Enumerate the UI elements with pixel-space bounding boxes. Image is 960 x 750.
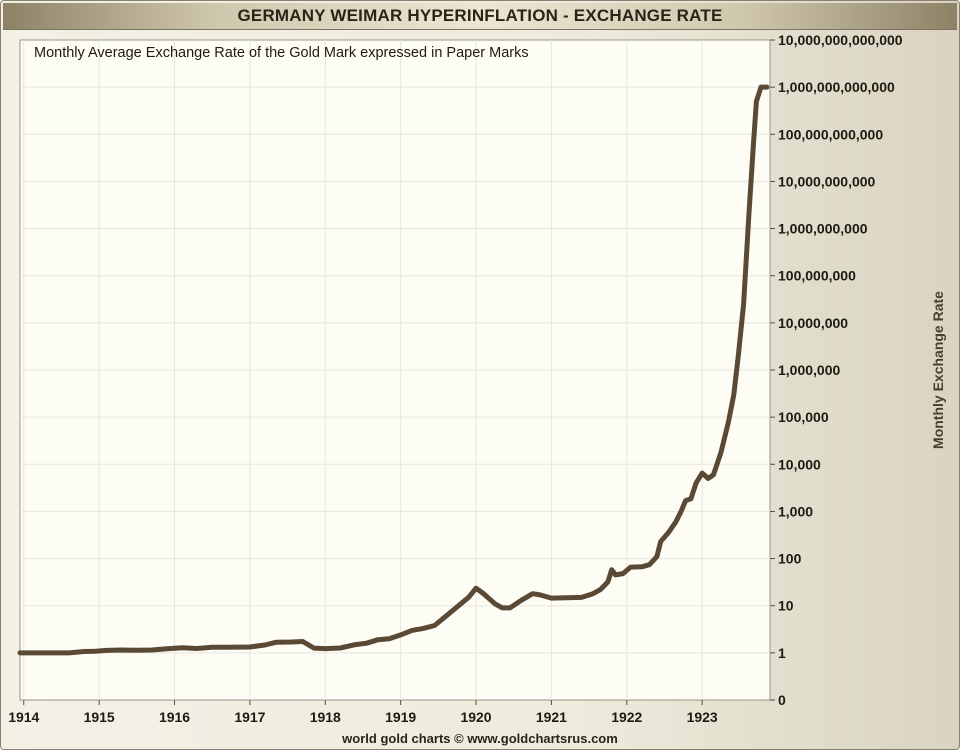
x-axis-ticks: 1914 1915 1916 1917 1918 1919 1920 1921 1922 1923 [8,700,718,725]
x-tick-label: 1923 [687,709,718,725]
y-axis-label: Monthly Exchange Rate [930,291,946,449]
grid-layer [20,40,770,700]
y-tick-label: 100,000,000 [778,268,856,284]
x-tick-label: 1922 [611,709,642,725]
y-tick-label: 100,000,000,000 [778,126,883,142]
x-tick-label: 1919 [385,709,416,725]
chart-subtitle: Monthly Average Exchange Rate of the Gol… [34,45,529,61]
x-tick-label: 1920 [460,709,491,725]
y-tick-label: 1,000 [778,503,813,519]
y-tick-label: 10,000 [778,456,821,472]
y-tick-label: 100 [778,551,802,567]
series-layer [17,84,770,656]
x-tick-label: 1918 [310,709,341,725]
y-tick-label: 10,000,000,000 [778,173,876,189]
title-bar: GERMANY WEIMAR HYPERINFLATION - EXCHANGE… [3,3,957,30]
y-tick-label: 100,000 [778,409,829,425]
y-tick-label: 1 [778,645,786,661]
x-tick-label: 1917 [234,709,265,725]
y-tick-label: 1,000,000,000 [778,221,868,237]
y-axis-ticks: 0 1 10 100 1,000 10,000 100,000 1,000,000 10,000… [770,32,903,708]
x-tick-label: 1914 [8,709,39,725]
x-tick-label: 1915 [84,709,115,725]
y-tick-label: 10,000,000,000,000 [778,32,903,48]
x-tick-label: 1916 [159,709,190,725]
y-tick-label: 1,000,000 [778,362,840,378]
y-tick-label: 10 [778,598,794,614]
series-line [17,84,770,656]
x-tick-label: 1921 [536,709,567,725]
footer-credit: world gold charts © www.goldchartsrus.co… [342,731,618,746]
chart-title: GERMANY WEIMAR HYPERINFLATION - EXCHANGE… [237,6,723,25]
y-tick-label: 10,000,000 [778,315,848,331]
y-tick-label: 1,000,000,000,000 [778,79,895,95]
y-tick-label: 0 [778,692,786,708]
